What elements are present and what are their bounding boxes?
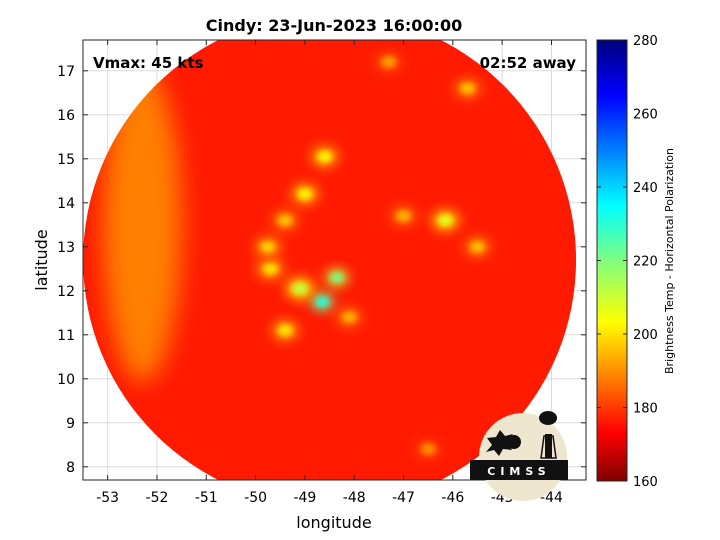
feature-cell-s xyxy=(420,443,436,456)
feature-band-1 xyxy=(292,282,308,295)
colorbar-label: Brightness Temp - Horizontal Polarizatio… xyxy=(663,148,676,374)
cimss-logo: CIMSS xyxy=(470,411,568,501)
colorbar-tick-label: 260 xyxy=(633,108,658,123)
cimss-logo-text: CIMSS xyxy=(487,465,550,478)
feature-core-max xyxy=(315,296,329,307)
y-axis-label: latitude xyxy=(32,229,51,290)
feature-cell-e1 xyxy=(437,214,454,227)
y-tick-label: 8 xyxy=(66,460,75,476)
feature-cell-e3 xyxy=(395,210,412,222)
y-tick-label: 17 xyxy=(57,64,75,80)
y-tick-label: 11 xyxy=(57,328,75,344)
feature-band-6 xyxy=(277,324,293,337)
y-tick-label: 16 xyxy=(57,108,75,124)
feature-band-3 xyxy=(260,240,276,253)
x-tick-label: -47 xyxy=(392,490,415,506)
x-axis-label: longitude xyxy=(296,513,371,532)
feature-cell-ne xyxy=(460,82,476,95)
y-tick-label: 15 xyxy=(57,152,75,168)
x-tick-label: -52 xyxy=(146,490,169,506)
chart-title: Cindy: 23-Jun-2023 16:00:00 xyxy=(206,16,462,35)
y-tick-label: 14 xyxy=(57,196,75,212)
feature-band-5 xyxy=(297,188,313,200)
data-layer xyxy=(83,40,577,480)
axes-frame xyxy=(82,39,587,481)
x-tick-label: -48 xyxy=(343,490,366,506)
feature-core-2 xyxy=(330,272,344,283)
colorbar-tick-label: 220 xyxy=(633,255,658,270)
y-tick-label: 13 xyxy=(57,240,75,256)
colorbar-ticks: 160 180 200 220 240 260 280 xyxy=(597,34,658,490)
brightness-features xyxy=(102,51,492,461)
y-axis: 8 9 10 11 12 13 14 15 16 17 xyxy=(57,64,586,476)
y-tick-label: 9 xyxy=(66,416,75,432)
colorbar-tick-label: 280 xyxy=(633,34,658,49)
feature-cell-top xyxy=(381,56,397,68)
feature-band-2 xyxy=(262,262,278,275)
colorbar-tick-label: 200 xyxy=(633,328,658,343)
feature-cell-e2 xyxy=(469,240,486,253)
x-tick-label: -49 xyxy=(293,490,316,506)
feature-lon-53-52-west-band xyxy=(102,66,182,383)
feature-band-7 xyxy=(341,311,357,324)
colorbar-tick-label: 180 xyxy=(633,402,658,417)
colorbar-tick-label: 240 xyxy=(633,181,658,196)
x-axis: -53 -52 -51 -50 -49 -48 -47 -46 -45 -44 xyxy=(96,40,563,506)
y-tick-label: 10 xyxy=(57,372,75,388)
colorbar xyxy=(596,39,628,482)
x-tick-label: -51 xyxy=(195,490,218,506)
x-tick-label: -50 xyxy=(244,490,267,506)
vmax-annotation: Vmax: 45 kts xyxy=(93,54,203,72)
x-tick-label: -53 xyxy=(96,490,119,506)
x-tick-label: -46 xyxy=(441,490,464,506)
feature-band-4 xyxy=(277,214,293,227)
y-tick-label: 12 xyxy=(57,284,75,300)
time-away-annotation: 02:52 away xyxy=(480,54,577,72)
feature-cell-n xyxy=(317,150,333,163)
colorbar-tick-label: 160 xyxy=(633,475,658,490)
swath-disc xyxy=(83,40,577,480)
